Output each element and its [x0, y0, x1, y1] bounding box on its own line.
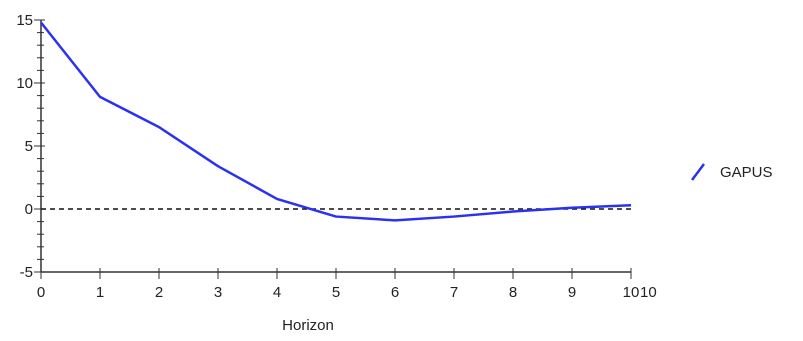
- x-tick-label: 8: [509, 284, 517, 301]
- x-tick-label-extra: 10: [640, 284, 657, 301]
- x-tick-label: 10: [623, 284, 640, 301]
- x-tick-label: 5: [332, 284, 340, 301]
- y-tick-labels: -5 0 5 10 15: [16, 12, 33, 281]
- series-group: [41, 23, 631, 221]
- axes: [34, 20, 631, 279]
- x-tick-label: 1: [96, 284, 104, 301]
- x-tick-label: 3: [214, 284, 222, 301]
- x-axis-title: Horizon: [282, 317, 334, 334]
- x-tick-label: 4: [273, 284, 281, 301]
- x-tick-label: 9: [568, 284, 576, 301]
- series-line-gapus: [41, 23, 631, 221]
- x-tick-label: 6: [391, 284, 399, 301]
- y-tick-label: 10: [16, 75, 33, 92]
- y-tick-label: -5: [20, 264, 33, 281]
- y-tick-label: 0: [25, 201, 33, 218]
- legend: GAPUS: [692, 164, 773, 181]
- x-tick-label: 0: [37, 284, 45, 301]
- y-tick-label: 15: [16, 12, 33, 29]
- x-tick-label: 7: [450, 284, 458, 301]
- legend-label-gapus: GAPUS: [720, 164, 773, 181]
- legend-swatch-gapus: [692, 164, 704, 180]
- y-tick-label: 5: [25, 138, 33, 155]
- x-tick-label: 2: [155, 284, 163, 301]
